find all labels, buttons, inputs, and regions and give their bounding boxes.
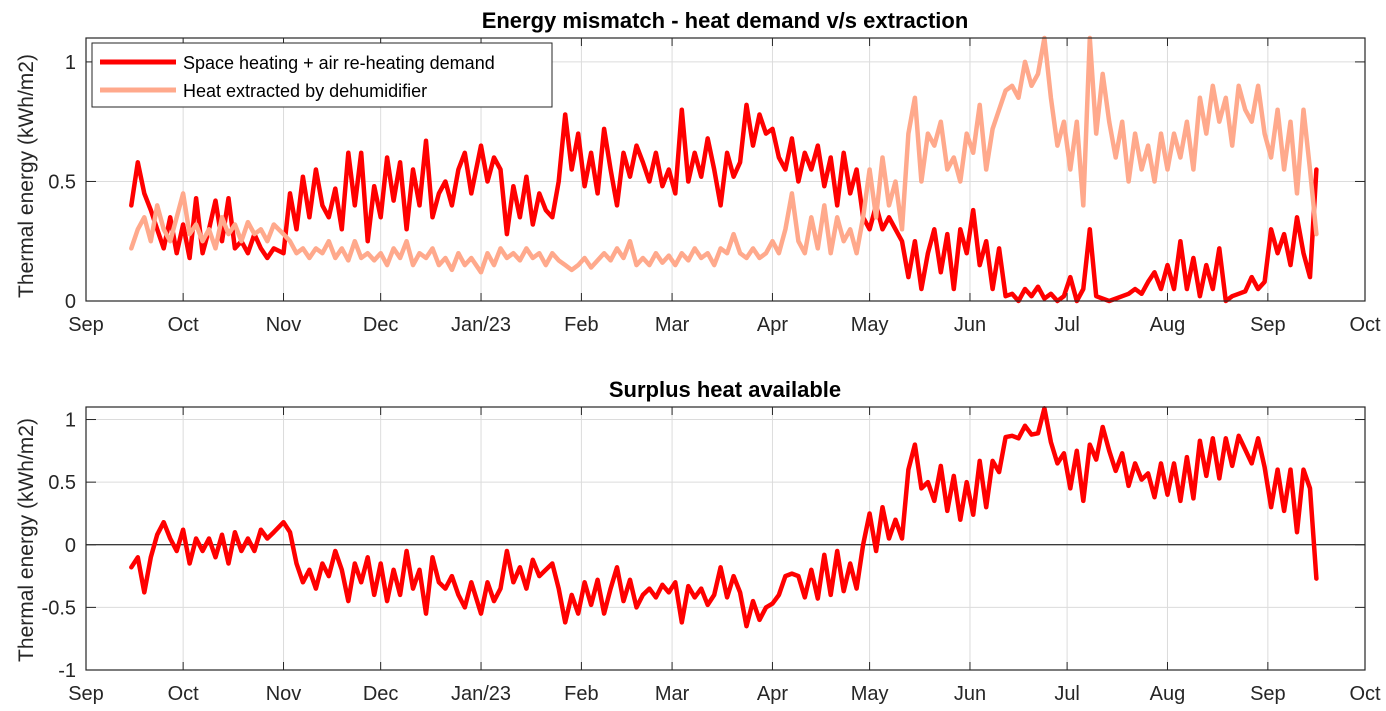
legend: Space heating + air re-heating demand He… <box>91 42 553 108</box>
x-tick-label: Nov <box>266 683 302 705</box>
x-tick-label: Nov <box>266 314 302 336</box>
x-tick-label: May <box>851 314 889 336</box>
y-tick-label: -0.5 <box>42 597 76 619</box>
x-tick-label: Aug <box>1150 683 1186 705</box>
x-tick-label: Apr <box>757 683 788 705</box>
y-tick-label: -1 <box>58 660 76 682</box>
series-line-heat-extracted-by-dehumidifier <box>129 35 1319 275</box>
series-line-space-heating-air-re-heating-demand <box>129 102 1319 304</box>
x-tick-label: Sep <box>68 314 104 336</box>
chart-title: Surplus heat available <box>609 377 841 402</box>
y-tick-label: 1 <box>65 410 76 432</box>
x-tick-label: Jul <box>1054 314 1080 336</box>
x-tick-label: Jan/23 <box>451 683 511 705</box>
x-tick-label: Jul <box>1054 683 1080 705</box>
x-tick-label: Feb <box>564 683 598 705</box>
tick-marks: Sep Oct Nov Dec Jan/23 Feb Mar Apr May Jun Jul Aug S… <box>42 407 1381 705</box>
y-tick-label: 0.5 <box>48 472 76 494</box>
y-tick-label: 0.5 <box>48 171 76 193</box>
x-tick-label: Mar <box>655 683 690 705</box>
plot-lines <box>129 406 1319 629</box>
x-tick-label: Sep <box>1250 683 1286 705</box>
x-tick-label: Sep <box>68 683 104 705</box>
x-tick-label: Oct <box>1349 683 1381 705</box>
x-tick-label: Feb <box>564 314 598 336</box>
x-tick-label: Sep <box>1250 314 1286 336</box>
x-tick-label: Dec <box>363 314 399 336</box>
axes-box <box>85 406 1366 671</box>
grid <box>86 407 1365 670</box>
x-tick-label: Dec <box>363 683 399 705</box>
plot-lines <box>129 35 1319 304</box>
legend-label-dehumidifier: Heat extracted by dehumidifier <box>183 81 427 101</box>
x-tick-label: Oct <box>168 683 200 705</box>
axes-box <box>85 37 1366 302</box>
x-tick-label: Jun <box>954 683 986 705</box>
y-tick-label: 1 <box>65 52 76 74</box>
x-tick-label: Jun <box>954 314 986 336</box>
y-tick-label: 0 <box>65 535 76 557</box>
y-axis-label: Thermal energy (kWh/m2) <box>15 54 38 298</box>
surplus-heat-plot: Surplus heat available Thermal energy (k… <box>15 377 1381 705</box>
x-tick-label: May <box>851 683 889 705</box>
y-tick-label: 0 <box>65 291 76 313</box>
chart-title: Energy mismatch - heat demand v/s extrac… <box>482 8 969 33</box>
y-axis-label: Thermal energy (kWh/m2) <box>15 418 38 662</box>
x-tick-label: Jan/23 <box>451 314 511 336</box>
tick-marks: Sep Oct Nov Dec Jan/23 Feb Mar Apr May Jun Jul Aug S… <box>48 38 1381 336</box>
series-line-surplus-heat <box>129 406 1319 629</box>
legend-box <box>91 42 553 108</box>
x-tick-label: Mar <box>655 314 690 336</box>
legend-label-heating-demand: Space heating + air re-heating demand <box>183 53 495 73</box>
x-tick-label: Oct <box>168 314 200 336</box>
x-tick-label: Oct <box>1349 314 1381 336</box>
x-tick-label: Apr <box>757 314 788 336</box>
x-tick-label: Aug <box>1150 314 1186 336</box>
